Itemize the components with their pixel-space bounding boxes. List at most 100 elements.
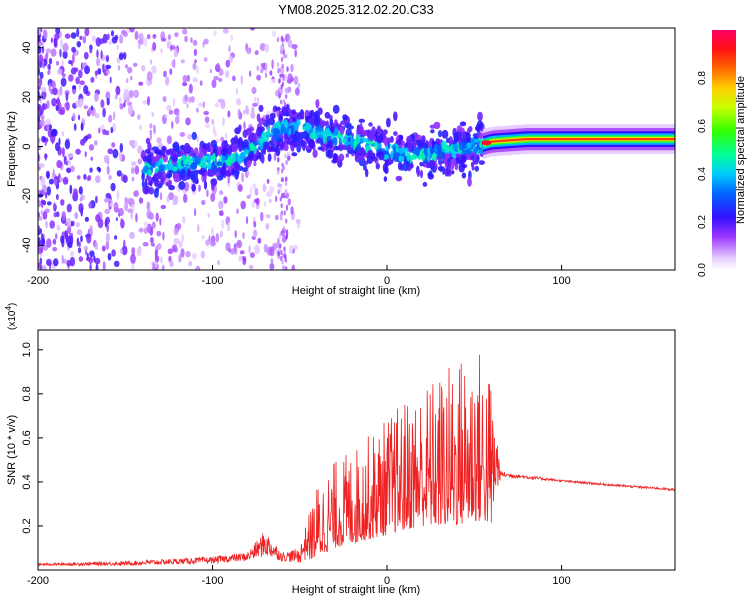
snr-x-tick-label: -100	[202, 575, 224, 587]
spectrogram-ridge-blob	[419, 161, 424, 167]
spectrogram-noise-blob	[167, 135, 172, 145]
spectrogram-noise-blob	[278, 78, 281, 84]
spectrogram-noise-blob	[113, 260, 120, 267]
spectrogram-ridge-blob	[325, 150, 329, 158]
spectrogram-noise-blob	[277, 250, 280, 256]
colorbar-ticks: 0.0 0.2 0.4 0.6 0.8	[697, 71, 708, 277]
spectrogram-ridge-blob	[199, 144, 203, 154]
spectrogram-ridge-blob	[168, 184, 176, 191]
spectrogram-noise-blob	[127, 66, 133, 74]
spectrogram-noise-blob	[171, 59, 176, 68]
spectrogram-ridge-blob	[258, 137, 264, 144]
spectrogram-noise-blob	[72, 85, 77, 90]
spectrogram-noise-blob	[42, 265, 47, 270]
spectrogram-noise-blob	[64, 230, 69, 240]
snr-x-tick-label: 100	[552, 575, 570, 587]
colorbar-tick-label: 0.8	[697, 71, 708, 85]
spectrogram-noise-blob	[130, 253, 136, 264]
spectrogram-ridge-blob	[338, 153, 345, 162]
spectrogram-noise-blob	[79, 196, 83, 202]
spectrogram-noise-blob	[128, 89, 134, 99]
spectrogram-noise-blob	[76, 41, 82, 48]
spectrogram-noise-blob	[184, 181, 190, 192]
spectrogram-ridge-blob	[422, 181, 428, 187]
spectrogram-noise-blob	[136, 248, 142, 257]
spectrogram-ridge-blob	[429, 124, 436, 129]
spectrogram-noise-blob	[213, 30, 217, 37]
spectrogram-ridge-blob	[267, 153, 272, 162]
spectrogram-ridge-blob	[207, 155, 212, 162]
spectrogram-ridge-blob	[406, 135, 413, 144]
spectrogram-noise-blob	[279, 256, 283, 261]
spectrogram-ridge-blob	[477, 111, 483, 122]
spectrogram-ridge-blob	[378, 151, 385, 161]
spectrogram-noise-blob	[95, 263, 99, 270]
spectrogram-noise-blob	[96, 57, 101, 67]
spectrogram-noise-blob	[285, 176, 288, 182]
spectrogram-noise-blob	[162, 96, 167, 102]
spectrogram-noise-blob	[60, 38, 63, 49]
spectrogram-noise-blob	[45, 220, 48, 229]
spectrogram-noise-blob	[169, 260, 174, 268]
spectrogram-ridge-blob	[197, 152, 204, 159]
spectrogram-noise-blob	[121, 29, 127, 36]
spectrogram-noise-blob	[285, 34, 288, 43]
spectrogram-noise-blob	[217, 98, 224, 104]
spectrogram-noise-blob	[178, 254, 182, 263]
spectrogram-ridge-blob	[209, 146, 214, 151]
spectrogram-noise-blob	[272, 30, 276, 37]
spectrogram-noise-blob	[58, 108, 65, 115]
spectrogram-noise-blob	[127, 105, 134, 116]
spectrogram-noise-blob	[150, 237, 154, 244]
spectrogram-ridge-blob	[283, 132, 288, 140]
spectrogram-ridge-blob	[216, 161, 223, 167]
spectrogram-ridge-blob	[246, 160, 252, 165]
spectrogram-noise-blob	[69, 184, 73, 195]
spectrogram-noise-blob	[94, 140, 98, 146]
spectrogram-noise-blob	[114, 94, 118, 100]
spectrogram-noise-blob	[138, 227, 144, 233]
spectrogram-ridge-blob	[465, 131, 469, 138]
spectrogram-noise-blob	[101, 245, 106, 252]
spectrogram-noise-blob	[270, 258, 274, 265]
spectrogram-noise-blob	[123, 239, 126, 250]
spectrogram-noise-blob	[243, 257, 247, 263]
spectrogram-noise-blob	[291, 264, 295, 270]
spectrogram-noise-blob	[194, 208, 197, 217]
spectrogram-y-axis-label: Frequency (Hz)	[6, 111, 18, 187]
spectrogram-noise-blob	[237, 184, 243, 192]
spectrogram-ridge-blob	[376, 134, 384, 144]
spectrogram-noise-blob	[102, 63, 105, 73]
spectrogram-ridge-blob	[147, 142, 152, 152]
spectrogram-noise-blob	[123, 102, 126, 108]
spectrogram-noise-blob	[161, 37, 167, 42]
spectrogram-ridge-blob	[441, 151, 445, 159]
spectrogram-ridge-blob	[316, 134, 324, 139]
spectrogram-noise-blob	[182, 81, 188, 87]
snr-panel: -200 -100 0 100 0.2 0.4 0.6 0.8 1.0 Height of s…	[4, 303, 676, 596]
spectrogram-ridge-blob	[317, 146, 324, 151]
spectrogram-noise-blob	[95, 37, 102, 47]
spectrogram-noise-blob	[149, 131, 153, 141]
spectrogram-ridge-blob	[211, 180, 215, 191]
spectrogram-ridge-blob	[253, 144, 257, 155]
spectrogram-noise-blob	[248, 70, 252, 77]
spectrogram-ridge-blob	[473, 147, 479, 154]
spectrogram-noise-blob	[84, 151, 87, 158]
spectrogram-ridge-blob	[170, 150, 177, 156]
spectrogram-ridge-blob	[251, 135, 257, 143]
spectrogram-noise-blob	[198, 184, 201, 192]
spectrogram-noise-blob	[282, 232, 286, 240]
spectrogram-noise-blob	[76, 175, 81, 180]
spectrogram-noise-blob	[159, 217, 162, 226]
spectrogram-noise-blob	[89, 225, 93, 235]
spectrogram-noise-blob	[97, 167, 102, 173]
spectrogram-ridge-blob	[144, 149, 151, 154]
spectrogram-noise-blob	[84, 28, 90, 37]
spectrogram-noise-blob	[186, 74, 190, 82]
spectrogram-noise-blob	[206, 189, 209, 197]
spectrogram-noise-blob	[211, 118, 215, 126]
spectrogram-noise-blob	[72, 113, 76, 122]
spectrogram-noise-blob	[53, 37, 57, 48]
spectrogram-noise-blob	[146, 201, 151, 211]
